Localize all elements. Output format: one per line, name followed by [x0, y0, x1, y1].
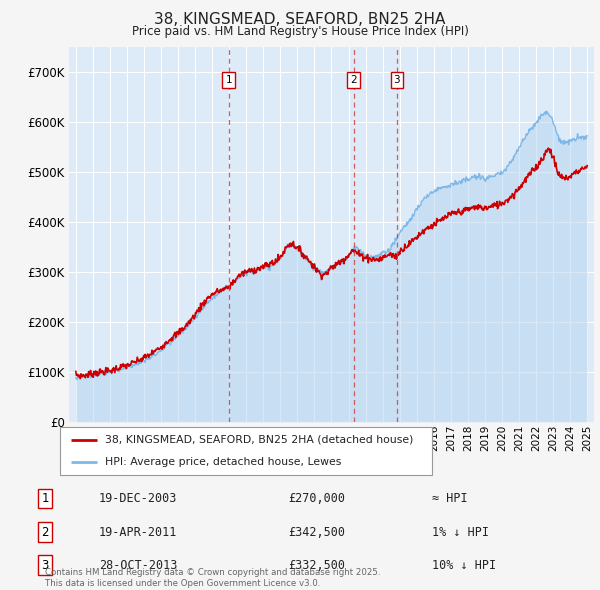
Text: 1: 1	[226, 75, 232, 85]
Text: 3: 3	[394, 75, 400, 85]
Text: £342,500: £342,500	[288, 526, 345, 539]
Text: 19-APR-2011: 19-APR-2011	[99, 526, 178, 539]
Text: 19-DEC-2003: 19-DEC-2003	[99, 492, 178, 505]
Text: 28-OCT-2013: 28-OCT-2013	[99, 559, 178, 572]
Text: 1% ↓ HPI: 1% ↓ HPI	[432, 526, 489, 539]
Text: £332,500: £332,500	[288, 559, 345, 572]
Text: 1: 1	[41, 492, 49, 505]
Text: £270,000: £270,000	[288, 492, 345, 505]
FancyBboxPatch shape	[60, 427, 432, 475]
Text: ≈ HPI: ≈ HPI	[432, 492, 467, 505]
Text: Contains HM Land Registry data © Crown copyright and database right 2025.
This d: Contains HM Land Registry data © Crown c…	[45, 568, 380, 588]
Text: Price paid vs. HM Land Registry's House Price Index (HPI): Price paid vs. HM Land Registry's House …	[131, 25, 469, 38]
Text: 2: 2	[350, 75, 357, 85]
Text: 2: 2	[41, 526, 49, 539]
Text: 3: 3	[41, 559, 49, 572]
Text: 38, KINGSMEAD, SEAFORD, BN25 2HA (detached house): 38, KINGSMEAD, SEAFORD, BN25 2HA (detach…	[104, 435, 413, 445]
Text: 38, KINGSMEAD, SEAFORD, BN25 2HA: 38, KINGSMEAD, SEAFORD, BN25 2HA	[154, 12, 446, 27]
Text: 10% ↓ HPI: 10% ↓ HPI	[432, 559, 496, 572]
Text: HPI: Average price, detached house, Lewes: HPI: Average price, detached house, Lewe…	[104, 457, 341, 467]
